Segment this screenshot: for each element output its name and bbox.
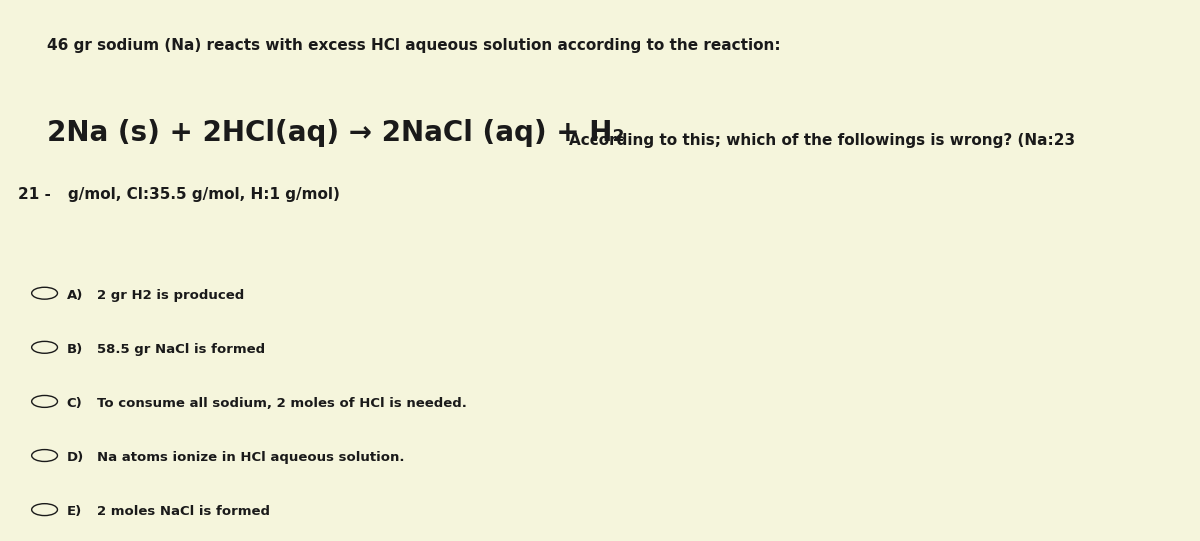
Text: D): D) bbox=[67, 451, 84, 464]
Text: g/mol, Cl:35.5 g/mol, H:1 g/mol): g/mol, Cl:35.5 g/mol, H:1 g/mol) bbox=[68, 187, 340, 202]
Text: A): A) bbox=[67, 289, 83, 302]
Text: B): B) bbox=[67, 343, 83, 356]
Text: 21 -: 21 - bbox=[18, 187, 50, 202]
Text: 46 gr sodium (Na) reacts with excess HCl aqueous solution according to the react: 46 gr sodium (Na) reacts with excess HCl… bbox=[47, 38, 780, 53]
Text: C): C) bbox=[67, 397, 83, 410]
Text: 2Na (s) + 2HCl(aq) → 2NaCl (aq) + H₂: 2Na (s) + 2HCl(aq) → 2NaCl (aq) + H₂ bbox=[47, 119, 624, 147]
Text: E): E) bbox=[67, 505, 82, 518]
Text: 58.5 gr NaCl is formed: 58.5 gr NaCl is formed bbox=[97, 343, 265, 356]
Text: To consume all sodium, 2 moles of HCl is needed.: To consume all sodium, 2 moles of HCl is… bbox=[97, 397, 467, 410]
Text: Na atoms ionize in HCl aqueous solution.: Na atoms ionize in HCl aqueous solution. bbox=[97, 451, 404, 464]
Text: 2 moles NaCl is formed: 2 moles NaCl is formed bbox=[97, 505, 270, 518]
Text: According to this; which of the followings is wrong? (Na:23: According to this; which of the followin… bbox=[569, 133, 1075, 148]
Text: 2 gr H2 is produced: 2 gr H2 is produced bbox=[97, 289, 245, 302]
